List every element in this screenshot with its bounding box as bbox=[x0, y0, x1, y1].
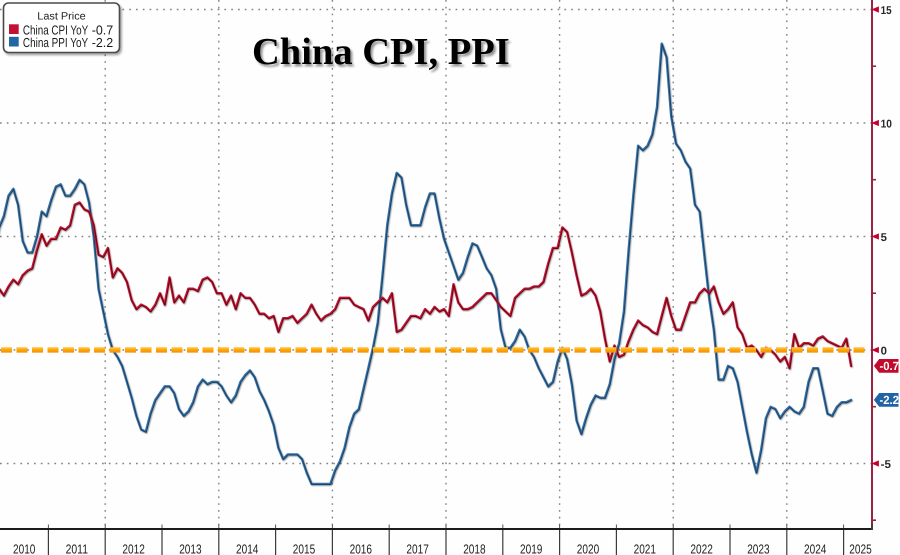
svg-text:2020: 2020 bbox=[577, 542, 599, 555]
svg-text:-0.7: -0.7 bbox=[92, 23, 114, 38]
svg-text:2011: 2011 bbox=[66, 542, 88, 555]
svg-text:2015: 2015 bbox=[293, 542, 315, 555]
svg-text:-5: -5 bbox=[881, 459, 891, 471]
svg-text:2013: 2013 bbox=[179, 542, 201, 555]
svg-text:-2.2: -2.2 bbox=[92, 35, 114, 50]
svg-text:2014: 2014 bbox=[236, 542, 258, 555]
svg-text:2019: 2019 bbox=[520, 542, 542, 555]
svg-text:15: 15 bbox=[881, 5, 892, 17]
svg-text:2022: 2022 bbox=[690, 542, 712, 555]
svg-text:2017: 2017 bbox=[406, 542, 428, 555]
svg-text:10: 10 bbox=[881, 118, 892, 130]
svg-text:2023: 2023 bbox=[747, 542, 769, 555]
svg-text:2010: 2010 bbox=[13, 542, 35, 555]
svg-text:2016: 2016 bbox=[350, 542, 372, 555]
svg-text:5: 5 bbox=[881, 232, 887, 244]
svg-text:-0.7: -0.7 bbox=[879, 359, 899, 373]
svg-text:China CPI YoY: China CPI YoY bbox=[23, 23, 89, 38]
svg-text:China PPI YoY: China PPI YoY bbox=[23, 35, 89, 50]
svg-text:Last Price: Last Price bbox=[37, 10, 86, 22]
svg-text:2018: 2018 bbox=[463, 542, 485, 555]
svg-text:2024: 2024 bbox=[804, 542, 826, 555]
svg-text:-2.2: -2.2 bbox=[879, 393, 899, 407]
svg-text:2021: 2021 bbox=[634, 542, 656, 555]
svg-text:2012: 2012 bbox=[122, 542, 144, 555]
svg-text:0: 0 bbox=[881, 345, 887, 357]
svg-text:2025: 2025 bbox=[849, 542, 871, 555]
